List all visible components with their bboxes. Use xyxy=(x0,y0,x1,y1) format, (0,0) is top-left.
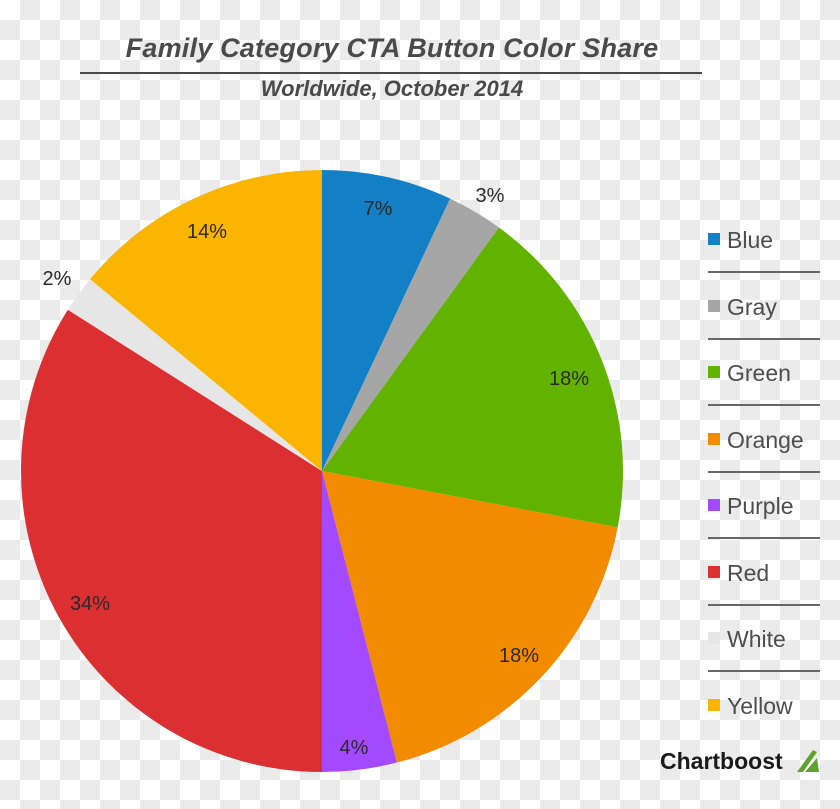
legend-swatch-blue xyxy=(708,233,720,245)
legend-swatch-orange xyxy=(708,432,720,445)
legend-label: Orange xyxy=(727,426,804,453)
legend-label: White xyxy=(727,626,786,652)
pie-slice-gray xyxy=(322,198,499,471)
legend-divider xyxy=(708,337,820,340)
legend-item-red: Red xyxy=(708,557,820,624)
legend-swatch-gray xyxy=(708,299,720,312)
legend-swatch-green xyxy=(708,366,720,378)
slice-label-gray: 3% xyxy=(476,185,505,207)
slice-label-red: 34% xyxy=(70,593,110,615)
legend-label: Blue xyxy=(727,227,774,253)
pie-slice-white xyxy=(67,279,322,471)
pie-slice-red xyxy=(21,309,323,772)
pie-slices xyxy=(21,170,623,772)
legend-divider xyxy=(708,271,820,273)
brand-name: Chartboost xyxy=(660,748,783,774)
legend-label: Purple xyxy=(727,493,794,519)
title-underline xyxy=(80,72,702,74)
slice-label-green: 18% xyxy=(549,368,589,390)
legend-item-yellow: Yellow xyxy=(708,690,820,757)
legend-swatch-white xyxy=(708,632,720,644)
legend-swatch-yellow xyxy=(708,698,720,711)
slice-labels: 7% 3% 18% 18% 4% 34% 2% 14% xyxy=(43,185,590,759)
pie-slice-green xyxy=(322,227,623,528)
slice-label-orange: 18% xyxy=(499,645,539,667)
legend-divider xyxy=(708,537,820,539)
legend-divider xyxy=(708,670,820,672)
legend-label: Yellow xyxy=(727,692,793,719)
legend-divider xyxy=(708,603,820,606)
legend-item-gray: Gray xyxy=(708,291,820,358)
pie-slice-orange xyxy=(322,471,618,763)
legend-item-purple: Purple xyxy=(708,490,820,557)
legend-label: Green xyxy=(727,360,791,386)
chart-legend: Blue Gray Green Orange Purple Red White … xyxy=(708,224,820,756)
chartboost-logo-icon xyxy=(797,750,819,772)
legend-divider xyxy=(708,470,820,473)
chart-subtitle: Worldwide, October 2014 xyxy=(260,76,524,101)
slice-label-blue: 7% xyxy=(364,198,393,220)
legend-label: Gray xyxy=(727,293,777,320)
legend-item-blue: Blue xyxy=(708,224,820,291)
pie-slice-purple xyxy=(322,471,397,772)
legend-swatch-red xyxy=(708,565,720,578)
slice-label-yellow: 14% xyxy=(187,221,227,243)
legend-label: Red xyxy=(727,559,770,586)
slice-label-white: 2% xyxy=(43,268,72,290)
pie-slice-blue xyxy=(322,170,451,471)
chart-title: Family Category CTA Button Color Share xyxy=(125,33,659,63)
legend-item-green: Green xyxy=(708,357,820,424)
legend-item-orange: Orange xyxy=(708,424,820,491)
legend-item-white: White xyxy=(708,623,820,690)
pie-slice-yellow xyxy=(90,170,322,471)
slice-label-purple: 4% xyxy=(340,737,369,759)
legend-divider xyxy=(708,404,820,406)
legend-swatch-purple xyxy=(708,499,720,511)
